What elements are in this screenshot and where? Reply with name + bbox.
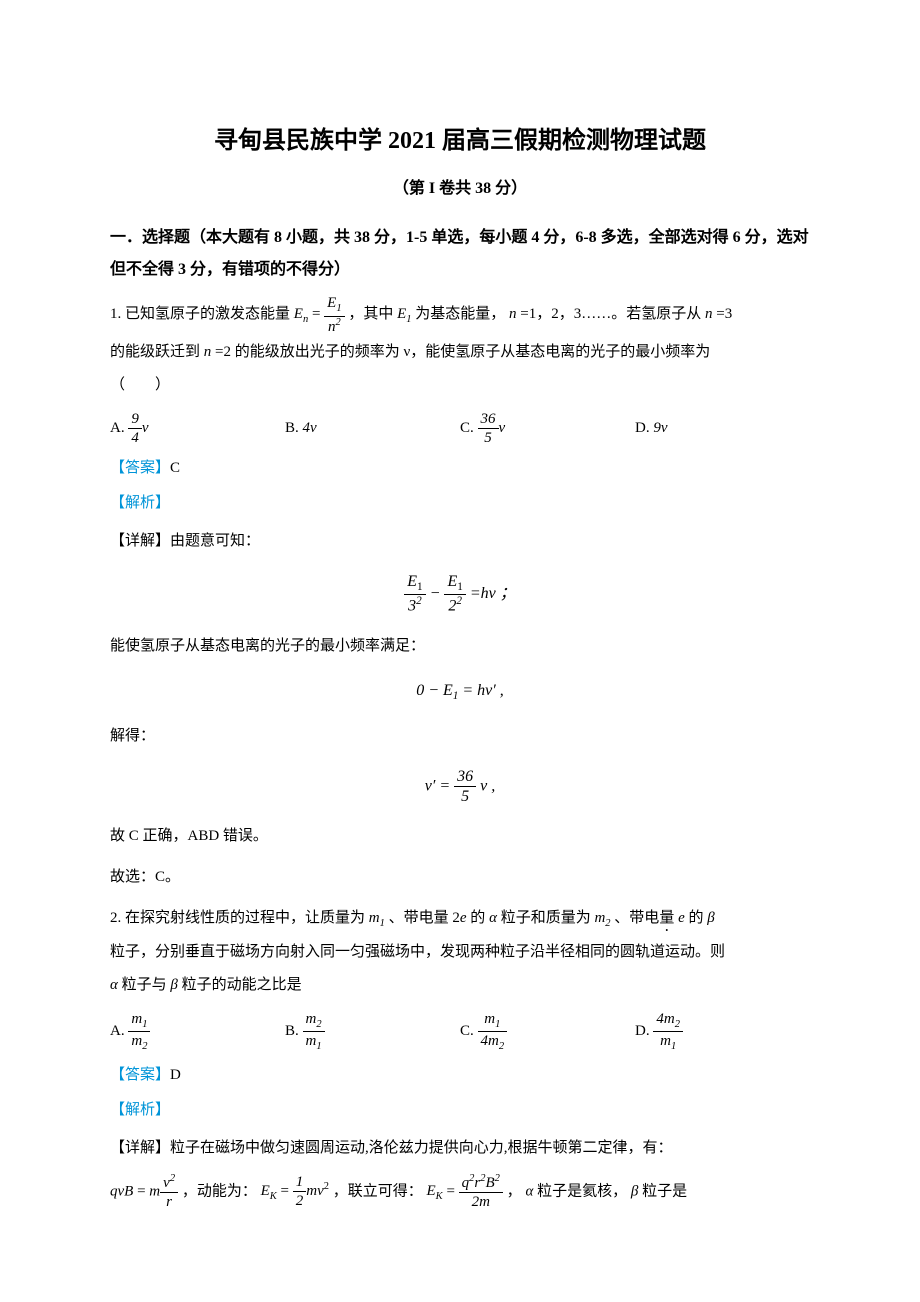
section-heading: 一．选择题（本大题有 8 小题，共 38 分，1-5 单选，每小题 4 分，6-…	[110, 222, 810, 286]
q1-answer: 【答案】C	[110, 455, 810, 482]
q1-opt-d-text: 9ν	[653, 415, 667, 442]
q2-m2: m	[594, 910, 605, 926]
q1-formula-3: ν′ = 365 ν ,	[110, 767, 810, 806]
q1-formula-1: E132 − E122 =hν ；	[110, 572, 810, 616]
q1-options: A. 94ν B. 4ν C. 365ν D. 9ν	[110, 410, 810, 447]
q2-option-c: C. m14m2	[460, 1010, 635, 1054]
q1-e1: E	[397, 306, 406, 322]
q2-ft1: ，动能为：	[182, 1183, 257, 1199]
q2-f1: qvB = mv2r	[110, 1173, 178, 1211]
q1-conclusion: 故 C 正确，ABD 错误。	[110, 820, 810, 853]
q1-n: n	[509, 306, 517, 322]
q2-mid4: 、带电	[614, 910, 659, 926]
q2-f2: EK = 12mv2	[261, 1173, 329, 1210]
q1-select: 故选：C。	[110, 861, 810, 894]
q1-detail-intro: 【详解】由题意可知：	[110, 525, 810, 558]
q1-opt-d-label: D.	[635, 415, 650, 442]
q2-e: e	[460, 910, 467, 926]
q2-l3c: β	[170, 977, 177, 993]
q2-opt-a-label: A.	[110, 1018, 125, 1045]
q2-option-d: D. 4m2m1	[635, 1010, 810, 1054]
q2-l3d: 粒子的动能之比是	[182, 977, 302, 993]
q1-formula-en: En = E1n2	[294, 294, 345, 336]
q2-detail-intro: 【详解】粒子在磁场中做匀速圆周运动,洛伦兹力提供向心力,根据牛顿第二定律，有：	[110, 1132, 810, 1165]
q2-ft2: ，联立可得：	[333, 1183, 423, 1199]
q2-option-a: A. m1m2	[110, 1010, 285, 1054]
page-subtitle: （第 I 卷共 38 分）	[110, 175, 810, 204]
q2-formula-line: qvB = mv2r ，动能为： EK = 12mv2 ，联立可得： EK = …	[110, 1173, 810, 1211]
q2-beta: β	[704, 910, 715, 926]
q1-prefix: 1. 已知氢原子的激发态能量	[110, 306, 290, 322]
question-1-line2: 的能级跃迁到 n =2 的能级放出光子的频率为 ν，能使氢原子从基态电离的光子的…	[110, 336, 810, 369]
q1-opt-b-text: 4ν	[303, 415, 317, 442]
q2-ft3: ，	[507, 1183, 522, 1199]
q2-l3a: α	[110, 977, 118, 993]
q2-option-b: B. m2m1	[285, 1010, 460, 1054]
q1-line2a: 的能级跃迁到	[110, 344, 200, 360]
question-1-line3: （ ）	[110, 369, 810, 402]
q1-mid1: ，其中	[348, 306, 393, 322]
q2-m1: m	[369, 910, 380, 926]
q2-e2: e	[678, 910, 685, 926]
page-title: 寻甸县民族中学 2021 届高三假期检测物理试题	[110, 120, 810, 163]
q1-option-d: D. 9ν	[635, 410, 810, 447]
question-1-text: 1. 已知氢原子的激发态能量 En = E1n2 ，其中 E1 为基态能量， n…	[110, 294, 810, 336]
q1-line2b: =2 的能级放出光子的频率为 ν，能使氢原子从基态电离的光子的最小频率为	[215, 344, 710, 360]
q1-n3: n	[204, 344, 212, 360]
q2-l3b: 粒子与	[122, 977, 171, 993]
q2-opt-c-label: C.	[460, 1018, 474, 1045]
q2-opt-b-label: B.	[285, 1018, 299, 1045]
q1-n2: n	[705, 306, 713, 322]
q2-ft4: 粒子是氦核，	[537, 1183, 627, 1199]
q2-mid2: 的	[470, 910, 485, 926]
q2-answer-value: D	[170, 1067, 181, 1083]
q1-formula-2: 0 − E1 = hν′ ,	[110, 677, 810, 706]
q2-f3: EK = q2r2B22m	[427, 1173, 503, 1211]
question-2-line3: α 粒子与 β 粒子的动能之比是	[110, 969, 810, 1002]
q1-option-a: A. 94ν	[110, 410, 285, 447]
q1-option-b: B. 4ν	[285, 410, 460, 447]
q2-opt-d-label: D.	[635, 1018, 650, 1045]
q1-option-c: C. 365ν	[460, 410, 635, 447]
q2-mid1: 、带电量 2	[389, 910, 460, 926]
q1-answer-value: C	[170, 460, 180, 476]
q2-mid5: 的	[689, 910, 704, 926]
q2-alpha: α	[485, 910, 500, 926]
q2-analysis-label: 【解析】	[110, 1097, 810, 1124]
q1-mid2: 为基态能量，	[415, 306, 505, 322]
q1-analysis-label: 【解析】	[110, 490, 810, 517]
q1-mid4: =3	[716, 306, 732, 322]
q2-options: A. m1m2 B. m2m1 C. m14m2 D. 4m2m1	[110, 1010, 810, 1054]
q2-mid3: 粒子和质量为	[501, 910, 591, 926]
q1-text-after-f2: 解得：	[110, 720, 810, 753]
question-2-text: 2. 在探究射线性质的过程中，让质量为 m1 、带电量 2e 的 α 粒子和质量…	[110, 902, 810, 935]
q2-ft5: 粒子是	[642, 1183, 687, 1199]
q1-answer-label: 【答案】	[110, 460, 170, 476]
question-2-line2: 粒子，分别垂直于磁场方向射入同一匀强磁场中，发现两种粒子沿半径相同的圆轨道运动。…	[110, 936, 810, 969]
q2-mid4b: 量	[659, 910, 674, 926]
q2-answer-label: 【答案】	[110, 1067, 170, 1083]
q2-answer: 【答案】D	[110, 1062, 810, 1089]
q1-mid3: =1，2，3……。若氢原子从	[520, 306, 701, 322]
q1-opt-b-label: B.	[285, 415, 299, 442]
q1-text-after-f1: 能使氢原子从基态电离的光子的最小频率满足：	[110, 630, 810, 663]
q1-opt-c-label: C.	[460, 415, 474, 442]
q1-opt-a-label: A.	[110, 415, 125, 442]
q2-prefix: 2. 在探究射线性质的过程中，让质量为	[110, 910, 365, 926]
